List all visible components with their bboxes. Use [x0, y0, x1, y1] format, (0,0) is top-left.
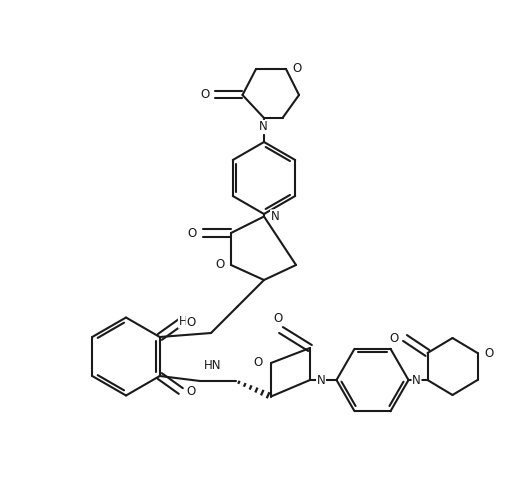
Text: N: N	[317, 373, 325, 386]
Text: O: O	[186, 384, 195, 398]
Text: N: N	[412, 373, 421, 386]
Text: O: O	[254, 357, 263, 370]
Text: O: O	[186, 316, 195, 329]
Text: HN: HN	[204, 359, 221, 372]
Text: O: O	[292, 63, 302, 76]
Text: N: N	[258, 121, 267, 133]
Text: O: O	[274, 313, 283, 326]
Text: O: O	[389, 331, 399, 344]
Text: O: O	[188, 227, 197, 240]
Text: O: O	[484, 346, 493, 360]
Text: HN: HN	[179, 315, 196, 328]
Text: O: O	[200, 88, 210, 101]
Text: N: N	[270, 210, 279, 223]
Text: O: O	[216, 258, 224, 272]
